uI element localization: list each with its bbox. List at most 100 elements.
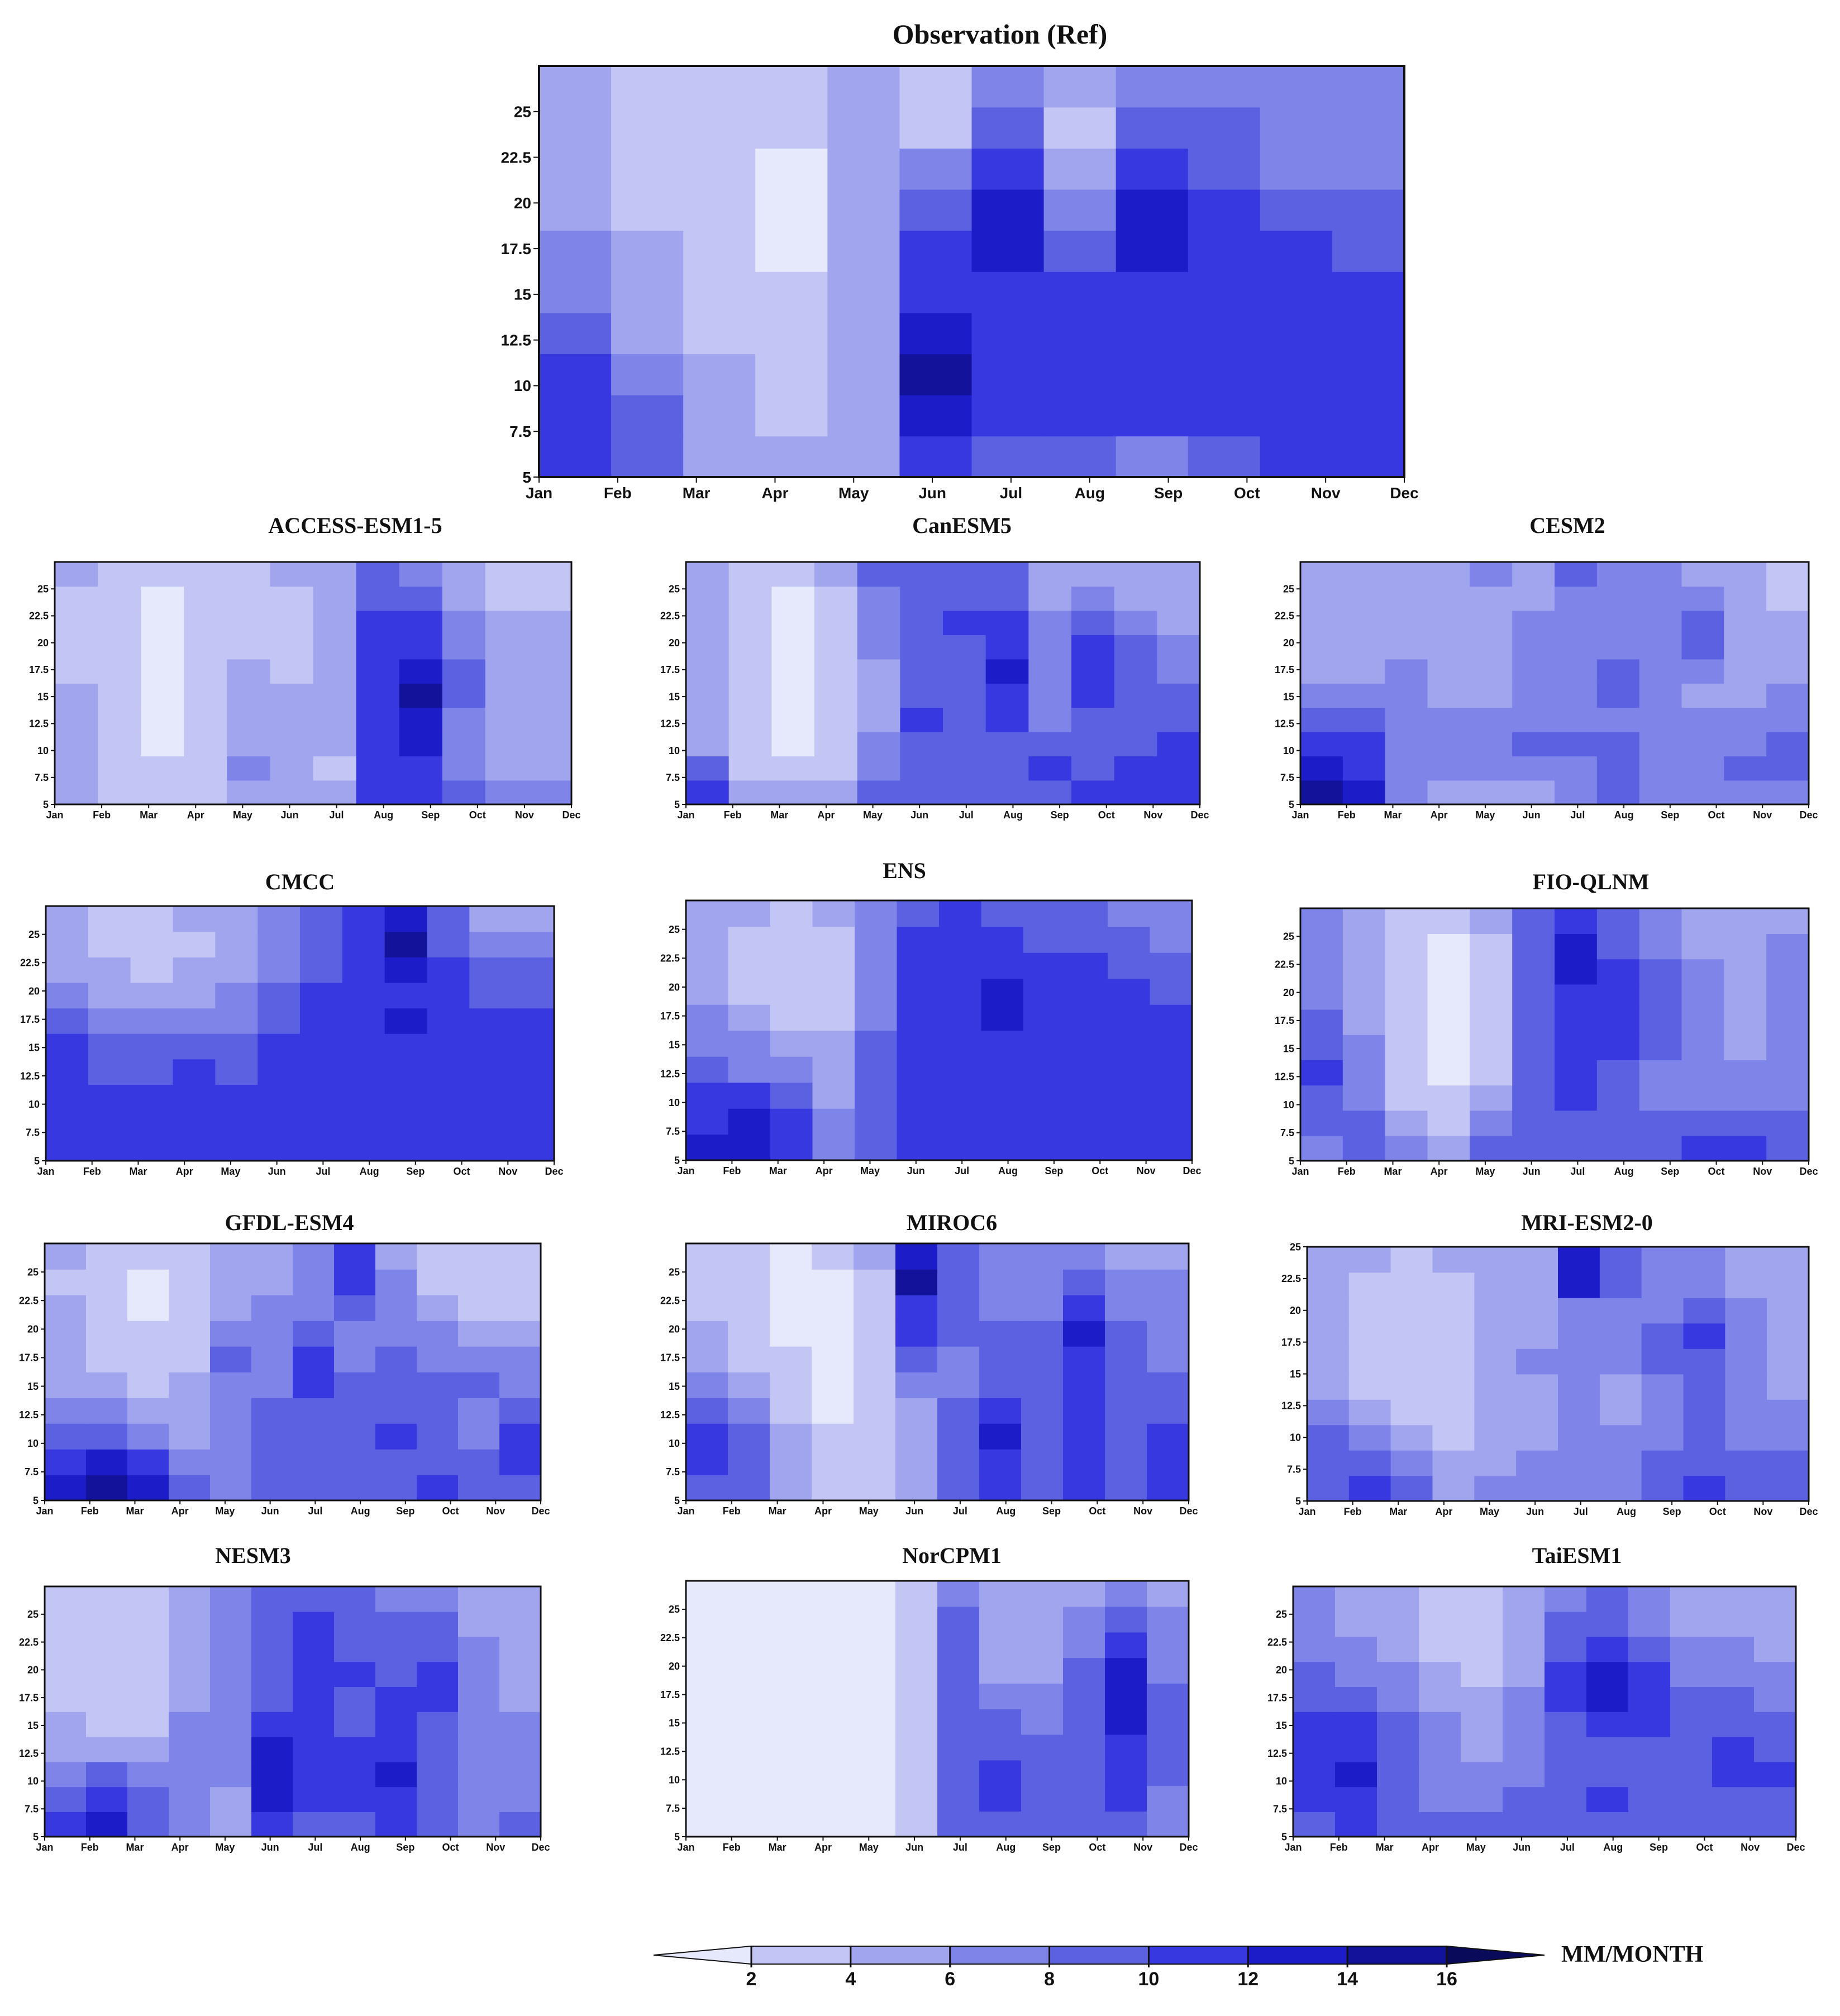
panel-title: GFDL-ESM4 xyxy=(225,1210,354,1235)
heatmap-cell xyxy=(417,1423,459,1450)
heatmap-cell xyxy=(979,1657,1022,1684)
heatmap-cell xyxy=(1555,659,1598,684)
heatmap-cell xyxy=(755,312,828,354)
x-tick-label: Aug xyxy=(1603,1842,1623,1853)
heatmap-cell xyxy=(1596,659,1640,684)
heatmap-cell xyxy=(1461,1786,1503,1812)
heatmap-cell xyxy=(771,562,815,587)
heatmap-cell xyxy=(611,148,684,190)
heatmap-cell xyxy=(1503,1636,1545,1662)
heatmap-cell xyxy=(399,707,443,732)
heatmap-cell xyxy=(1028,780,1072,805)
heatmap-cell xyxy=(1157,562,1200,587)
heatmap-cell xyxy=(1512,1009,1555,1035)
y-tick-label: 20 xyxy=(669,637,680,649)
heatmap-cell xyxy=(1639,1060,1682,1086)
heatmap-cell xyxy=(1150,1056,1193,1083)
heatmap-cell xyxy=(1335,1611,1377,1637)
heatmap-cell xyxy=(334,1398,376,1424)
y-tick-label: 17.5 xyxy=(660,664,680,675)
heatmap-cell xyxy=(686,683,730,708)
heatmap-cell xyxy=(1683,1374,1726,1400)
heatmap-cell xyxy=(1150,978,1193,1005)
heatmap-cell xyxy=(1021,1811,1064,1837)
heatmap-cell xyxy=(755,189,828,231)
heatmap-cell xyxy=(485,683,529,708)
heatmap-cell xyxy=(528,610,572,635)
heatmap-cell xyxy=(979,1398,1022,1424)
x-tick-label: Oct xyxy=(1234,484,1260,502)
heatmap-cell xyxy=(1147,1632,1189,1658)
heatmap-cell xyxy=(251,1243,293,1270)
heatmap-cell xyxy=(771,635,815,660)
heatmap-cell xyxy=(971,354,1045,395)
heatmap-cell xyxy=(356,586,400,611)
heatmap-cell xyxy=(728,1082,771,1109)
heatmap-cell xyxy=(827,189,900,231)
heatmap-cell xyxy=(45,1761,87,1788)
heatmap-cell xyxy=(1063,1243,1105,1270)
heatmap-cell xyxy=(1419,1611,1461,1637)
heatmap-cell xyxy=(770,1475,812,1501)
x-tick-label: Sep xyxy=(1663,1506,1681,1517)
heatmap-cell xyxy=(127,1372,169,1398)
y-tick-label: 7.5 xyxy=(666,1803,680,1814)
heatmap-cell xyxy=(900,586,943,611)
heatmap-cell xyxy=(1105,1269,1147,1295)
heatmap-cell xyxy=(1063,1760,1105,1786)
y-tick-label: 25 xyxy=(27,1266,39,1278)
heatmap-cell xyxy=(1639,1135,1682,1161)
heatmap-cell xyxy=(1427,586,1471,611)
heatmap-cell xyxy=(469,906,512,932)
heatmap-cell xyxy=(1332,189,1405,231)
heatmap-cell xyxy=(686,731,730,756)
heatmap-cell xyxy=(1114,610,1158,635)
heatmap-cell xyxy=(1300,1085,1343,1111)
heatmap-cell xyxy=(1596,1085,1640,1111)
heatmap-cell xyxy=(417,1346,459,1372)
heatmap-cell xyxy=(1639,933,1682,960)
x-tick-label: Aug xyxy=(996,1842,1016,1853)
heatmap-cell xyxy=(258,982,301,1009)
heatmap-cell xyxy=(1628,1611,1671,1637)
y-tick-label: 10 xyxy=(669,745,680,756)
y-tick-label: 12.5 xyxy=(1275,1071,1294,1083)
heatmap-cell xyxy=(45,1786,87,1812)
heatmap-cell xyxy=(1432,1348,1475,1375)
heatmap-cell xyxy=(1023,1056,1066,1083)
heatmap-cell xyxy=(141,659,185,684)
heatmap-cell xyxy=(499,1686,541,1712)
heatmap-cell xyxy=(1385,1135,1428,1161)
heatmap-cell xyxy=(686,1657,728,1684)
heatmap-cell xyxy=(611,189,684,231)
heatmap-cell xyxy=(300,1109,343,1136)
heatmap-cell xyxy=(98,780,141,805)
heatmap-cell xyxy=(356,780,400,805)
heatmap-cell xyxy=(442,707,486,732)
x-tick-label: Jan xyxy=(1291,1166,1309,1177)
heatmap-cell xyxy=(1470,908,1513,934)
panel-title: TaiESM1 xyxy=(1532,1543,1622,1568)
colorbar-segment xyxy=(1247,1946,1348,1965)
heatmap-cell xyxy=(417,1736,459,1762)
heatmap-cell xyxy=(334,1736,376,1762)
x-tick-label: Nov xyxy=(1311,484,1341,502)
heatmap-cell xyxy=(469,931,512,957)
y-tick-label: 25 xyxy=(28,929,40,940)
heatmap-cell xyxy=(985,707,1029,732)
x-tick-label: Dec xyxy=(1183,1165,1201,1176)
heatmap-cell xyxy=(141,707,185,732)
heatmap-cell xyxy=(1419,1586,1461,1612)
heatmap-cell xyxy=(897,1134,940,1161)
heatmap-cell xyxy=(1596,610,1640,635)
heatmap-cell xyxy=(1754,1586,1796,1612)
heatmap-cell xyxy=(1639,586,1682,611)
heatmap-cell xyxy=(895,1475,938,1501)
heatmap-cell xyxy=(1599,1399,1642,1426)
heatmap-cell xyxy=(1147,1346,1189,1372)
heatmap-cell xyxy=(184,707,228,732)
heatmap-cell xyxy=(210,1398,252,1424)
heatmap-cell xyxy=(1105,1475,1147,1501)
